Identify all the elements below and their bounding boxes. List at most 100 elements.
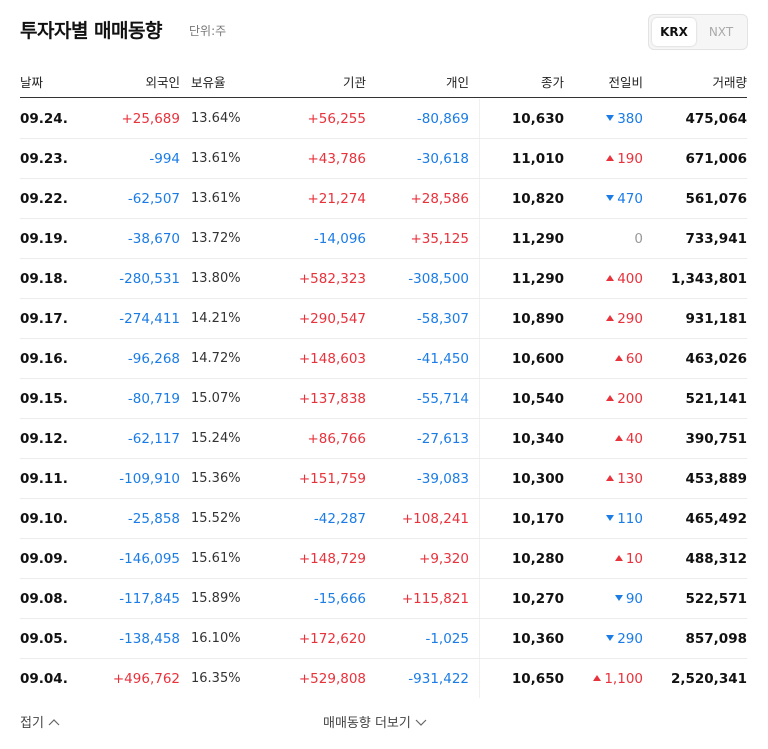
foreign: -280,531 (119, 271, 180, 287)
arrow-down (606, 195, 615, 201)
individual: +115,821 (401, 591, 469, 607)
column-divider (479, 99, 480, 698)
institution: +151,759 (298, 471, 366, 487)
change-value: 290 (617, 311, 643, 327)
volume: 561,076 (685, 191, 748, 207)
change-value: 380 (617, 111, 643, 127)
title: 투자자별 매매동향 (20, 20, 162, 42)
individual: -30,618 (416, 151, 469, 167)
volume: 465,492 (685, 511, 748, 527)
close: 10,540 (511, 391, 564, 407)
holding-ratio: 13.61% (191, 191, 241, 206)
change-cell: 470 (605, 191, 643, 207)
change-value: 290 (617, 631, 643, 647)
institution: +148,603 (298, 351, 366, 367)
more-text: 매매동향 더보기 (323, 716, 411, 731)
row-divider (20, 618, 747, 619)
date: 09.11. (20, 471, 68, 487)
foreign: -62,117 (127, 431, 180, 447)
volume: 475,064 (685, 111, 748, 127)
individual: -58,307 (416, 311, 469, 327)
holding-ratio: 13.80% (191, 271, 241, 286)
date: 09.19. (20, 231, 68, 247)
arrow-down (614, 595, 623, 601)
change-cell: 0 (634, 231, 643, 247)
foreign: -138,458 (119, 631, 180, 647)
date: 09.05. (20, 631, 68, 647)
market-tabs: KRX NXT (648, 14, 748, 50)
individual: -308,500 (408, 271, 469, 287)
date: 09.17. (20, 311, 68, 327)
row-divider (20, 378, 747, 379)
close: 10,300 (511, 471, 564, 487)
column-header: 개인 (445, 75, 469, 90)
change-cell: 110 (605, 511, 643, 527)
change-value: 130 (617, 471, 643, 487)
close: 10,280 (511, 551, 564, 567)
individual: -1,025 (425, 631, 469, 647)
volume: 931,181 (685, 311, 748, 327)
volume: 522,571 (685, 591, 748, 607)
arrow-down (606, 635, 615, 641)
change-cell: 10 (614, 551, 643, 567)
holding-ratio: 16.10% (191, 631, 241, 646)
row-divider (20, 578, 747, 579)
institution: +172,620 (298, 631, 366, 647)
tab-krx[interactable]: KRX (652, 18, 696, 46)
date: 09.08. (20, 591, 68, 607)
chevron-down (415, 719, 427, 726)
foreign: -62,507 (127, 191, 180, 207)
institution: -15,666 (313, 591, 366, 607)
close: 11,290 (511, 271, 564, 287)
arrow-up (614, 435, 623, 441)
foreign: +25,689 (121, 111, 180, 127)
more-link[interactable]: 매매동향 더보기 (323, 712, 428, 731)
institution: +43,786 (307, 151, 366, 167)
change-cell: 130 (605, 471, 643, 487)
foreign: -80,719 (127, 391, 180, 407)
date: 09.12. (20, 431, 68, 447)
change-value: 1,100 (604, 671, 643, 687)
date: 09.18. (20, 271, 68, 287)
column-header: 보유율 (191, 75, 226, 90)
change-cell: 40 (614, 431, 643, 447)
arrow-up (606, 395, 615, 401)
change-value: 190 (617, 151, 643, 167)
unit: 단위:주 (189, 24, 227, 38)
institution: +148,729 (298, 551, 366, 567)
volume: 488,312 (685, 551, 748, 567)
volume: 521,141 (685, 391, 748, 407)
row-divider (20, 258, 747, 259)
date: 09.04. (20, 671, 68, 687)
column-header: 기관 (342, 75, 366, 90)
change-value: 110 (617, 511, 643, 527)
close: 10,170 (511, 511, 564, 527)
arrow-up (606, 275, 615, 281)
individual: -41,450 (416, 351, 469, 367)
volume: 453,889 (685, 471, 748, 487)
date: 09.23. (20, 151, 68, 167)
individual: +35,125 (410, 231, 469, 247)
individual: +28,586 (410, 191, 469, 207)
foreign: -117,845 (119, 591, 180, 607)
row-divider (20, 338, 747, 339)
change-value: 200 (617, 391, 643, 407)
individual: -931,422 (408, 671, 469, 687)
foreign: -96,268 (127, 351, 180, 367)
institution: +529,808 (298, 671, 366, 687)
row-divider (20, 498, 747, 499)
volume: 733,941 (685, 231, 748, 247)
tab-nxt[interactable]: NXT (708, 25, 734, 39)
holding-ratio: 15.52% (191, 511, 241, 526)
close: 10,600 (511, 351, 564, 367)
column-header: 전일비 (608, 75, 643, 90)
institution: +86,766 (307, 431, 366, 447)
foreign: -25,858 (127, 511, 180, 527)
holding-ratio: 15.61% (191, 551, 241, 566)
change-cell: 290 (605, 311, 643, 327)
change-value: 90 (625, 591, 643, 607)
collapse-link[interactable]: 접기 (20, 712, 61, 731)
foreign: +496,762 (112, 671, 180, 687)
volume: 2,520,341 (670, 671, 747, 687)
foreign: -994 (149, 151, 180, 167)
